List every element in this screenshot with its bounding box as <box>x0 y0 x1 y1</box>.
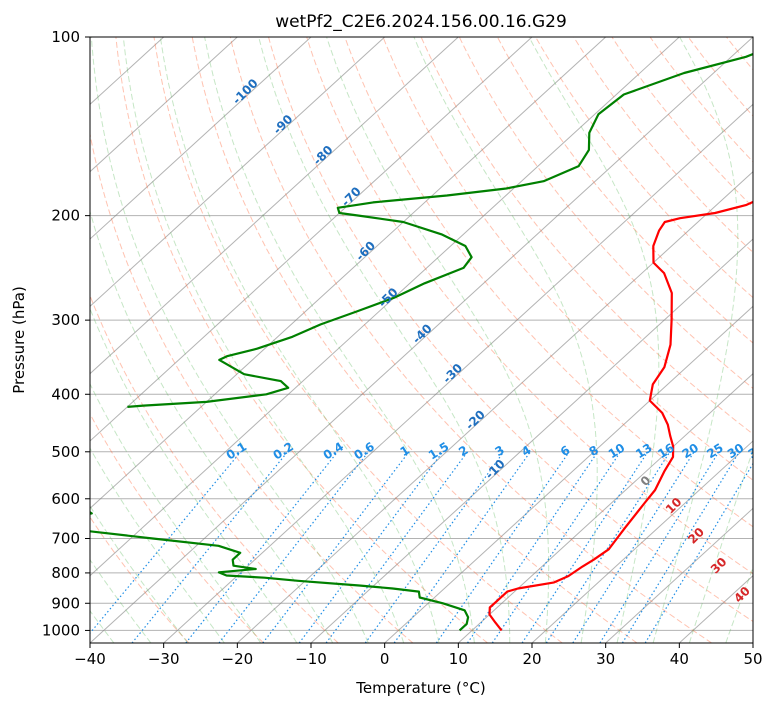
y-tick-label: 400 <box>51 385 80 403</box>
chart-title: wetPf2_C2E6.2024.156.00.16.G29 <box>275 12 567 32</box>
x-tick-label: 20 <box>522 650 541 668</box>
y-axis-label: Pressure (hPa) <box>10 286 28 394</box>
x-tick-label: 50 <box>743 650 762 668</box>
x-tick-label: −30 <box>148 650 180 668</box>
y-tick-label: 300 <box>51 311 80 329</box>
y-tick-label: 800 <box>51 564 80 582</box>
x-tick-label: 10 <box>449 650 468 668</box>
y-tick-label: 100 <box>51 28 80 46</box>
x-tick-label: 40 <box>670 650 689 668</box>
x-tick-label: −10 <box>295 650 327 668</box>
x-axis-label: Temperature (°C) <box>355 679 485 697</box>
y-tick-label: 900 <box>51 594 80 612</box>
y-tick-label: 700 <box>51 530 80 548</box>
y-tick-label: 1000 <box>42 621 80 639</box>
x-tick-label: −40 <box>74 650 106 668</box>
x-tick-label: 30 <box>596 650 615 668</box>
y-tick-label: 200 <box>51 207 80 225</box>
x-tick-label: 0 <box>380 650 390 668</box>
y-tick-label: 600 <box>51 490 80 508</box>
x-tick-label: −20 <box>222 650 254 668</box>
y-tick-label: 500 <box>51 443 80 461</box>
